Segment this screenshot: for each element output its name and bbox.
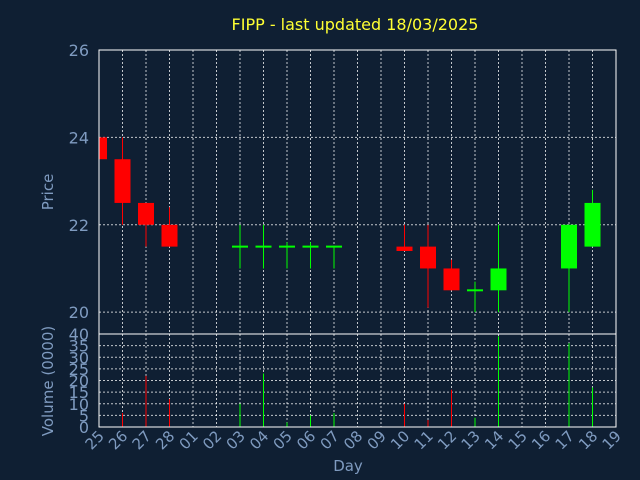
price-tick-label: 24 xyxy=(69,128,89,147)
price-tick-label: 26 xyxy=(69,41,89,60)
x-tick-label: 05 xyxy=(270,427,296,453)
candle-body xyxy=(561,224,577,269)
volume-tick-label: 25 xyxy=(69,360,89,379)
volume-axis-label: Volume (0000) xyxy=(39,326,57,436)
x-ticks: 2526272801020304050607080910111213141516… xyxy=(82,427,625,453)
candle-body xyxy=(99,137,107,160)
x-tick-label: 06 xyxy=(293,427,319,453)
volume-tick-label: 40 xyxy=(69,325,89,344)
volume-tick-label: 15 xyxy=(69,383,89,402)
candle-body xyxy=(161,224,178,247)
x-tick-label: 13 xyxy=(458,427,484,453)
volume-bars-layer xyxy=(122,336,593,427)
x-tick-label: 19 xyxy=(599,427,625,453)
x-tick-label: 15 xyxy=(505,427,531,453)
x-tick-label: 04 xyxy=(246,427,272,453)
volume-tick-label: 30 xyxy=(69,348,89,367)
x-tick-label: 18 xyxy=(575,427,601,453)
candle-body xyxy=(138,202,154,225)
x-axis-label: Day xyxy=(333,457,363,475)
candle-body xyxy=(584,202,601,247)
x-tick-label: 01 xyxy=(176,427,202,453)
volume-tick-label: 0 xyxy=(79,418,89,437)
price-tick-label: 20 xyxy=(69,303,89,322)
volume-tick-label: 20 xyxy=(69,372,89,391)
x-tick-label: 03 xyxy=(223,427,249,453)
candle-body xyxy=(490,268,507,291)
chart-title: FIPP - last updated 18/03/2025 xyxy=(232,15,479,34)
volume-grid xyxy=(98,333,617,428)
candles-layer xyxy=(98,137,601,313)
x-tick-label: 28 xyxy=(152,427,178,453)
price-axis-label: Price xyxy=(39,174,57,211)
candle-body xyxy=(420,246,436,269)
price-y-ticks: 20 22 24 26 xyxy=(69,41,89,322)
volume-tick-label: 35 xyxy=(69,337,89,356)
x-tick-label: 26 xyxy=(105,427,131,453)
price-tick-label: 22 xyxy=(69,216,89,235)
x-tick-label: 10 xyxy=(387,427,413,453)
x-tick-label: 12 xyxy=(434,427,460,453)
candle-body xyxy=(396,246,413,251)
x-tick-label: 07 xyxy=(317,427,343,453)
candle-body xyxy=(114,159,131,203)
x-tick-label: 02 xyxy=(199,427,225,453)
price-grid xyxy=(98,49,617,334)
volume-tick-label: 5 xyxy=(79,406,89,425)
candle-body xyxy=(443,268,460,291)
volume-tick-label: 10 xyxy=(69,395,89,414)
x-tick-label: 11 xyxy=(411,427,437,453)
x-tick-label: 14 xyxy=(481,427,507,453)
x-tick-label: 17 xyxy=(552,427,578,453)
volume-panel-frame xyxy=(98,333,617,428)
x-tick-label: 08 xyxy=(340,427,366,453)
x-tick-label: 09 xyxy=(364,427,390,453)
x-tick-label: 27 xyxy=(129,427,155,453)
x-tick-label: 16 xyxy=(528,427,554,453)
